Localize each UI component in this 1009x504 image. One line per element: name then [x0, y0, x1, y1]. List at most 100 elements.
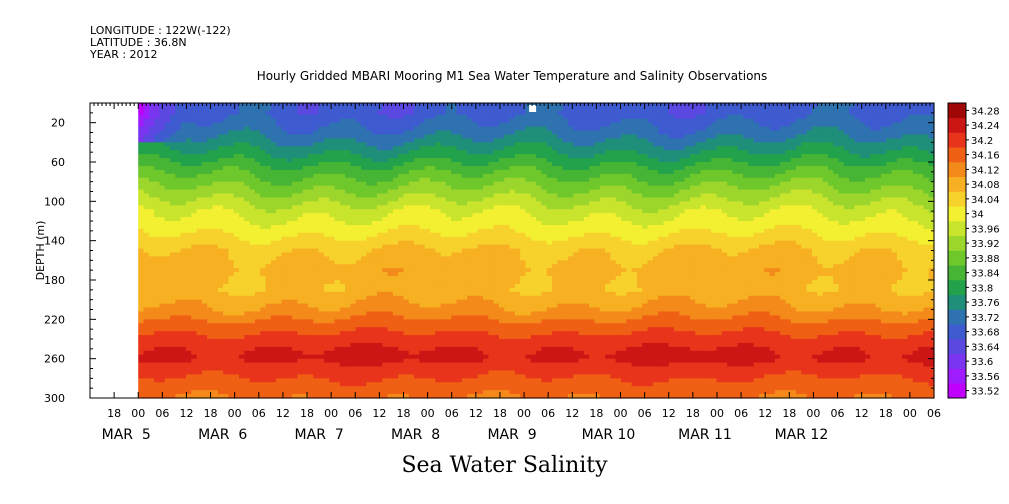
salinity-cell — [408, 291, 415, 297]
salinity-cell — [297, 189, 304, 195]
salinity-cell — [170, 122, 176, 128]
salinity-cell — [249, 209, 256, 214]
salinity-cell — [376, 103, 383, 108]
salinity-cell — [212, 319, 219, 324]
salinity-cell — [228, 221, 235, 226]
salinity-cell — [228, 236, 235, 242]
salinity-cell — [217, 114, 224, 120]
salinity-cell — [339, 205, 346, 210]
salinity-cell — [196, 217, 203, 222]
salinity-cell — [440, 232, 447, 238]
salinity-cell — [472, 162, 479, 167]
salinity-cell — [276, 339, 283, 344]
salinity-cell — [196, 295, 203, 301]
salinity-cell — [239, 224, 245, 230]
salinity-cell — [143, 130, 150, 136]
salinity-cell — [424, 158, 431, 163]
salinity-cell — [371, 146, 378, 151]
salinity-cell — [270, 150, 277, 155]
salinity-cell — [472, 260, 479, 265]
salinity-cell — [276, 342, 283, 348]
salinity-cell — [451, 394, 458, 399]
salinity-cell — [329, 264, 336, 269]
salinity-cell — [371, 142, 378, 147]
salinity-cell — [164, 209, 171, 214]
salinity-cell — [382, 350, 389, 356]
salinity-cell — [472, 272, 479, 277]
salinity-cell — [318, 394, 325, 399]
salinity-cell — [430, 350, 436, 356]
salinity-cell — [414, 138, 421, 143]
salinity-cell — [233, 106, 240, 112]
salinity-cell — [233, 252, 240, 257]
salinity-cell — [223, 264, 230, 269]
salinity-cell — [207, 299, 214, 305]
salinity-cell — [483, 307, 489, 313]
salinity-cell — [260, 287, 267, 293]
salinity-cell — [292, 252, 298, 257]
salinity-cell — [408, 295, 415, 301]
salinity-cell — [143, 106, 150, 112]
salinity-cell — [313, 311, 320, 316]
salinity-cell — [297, 354, 304, 360]
salinity-cell — [270, 331, 277, 336]
salinity-cell — [302, 315, 309, 320]
salinity-cell — [376, 295, 383, 301]
salinity-cell — [477, 303, 484, 309]
salinity-cell — [175, 224, 182, 230]
salinity-cell — [270, 295, 277, 301]
salinity-cell — [212, 374, 219, 379]
salinity-cell — [196, 358, 203, 364]
salinity-cell — [345, 323, 352, 328]
salinity-cell — [260, 150, 267, 155]
salinity-cell — [477, 177, 484, 183]
salinity-cell — [318, 205, 325, 210]
salinity-cell — [339, 173, 346, 179]
salinity-cell — [228, 342, 235, 348]
salinity-cell — [355, 146, 362, 151]
salinity-cell — [392, 213, 399, 218]
salinity-cell — [398, 291, 405, 297]
salinity-cell — [143, 327, 150, 332]
salinity-cell — [138, 118, 145, 124]
salinity-cell — [361, 394, 367, 399]
salinity-cell — [329, 346, 336, 352]
salinity-cell — [345, 209, 352, 214]
salinity-cell — [472, 276, 479, 281]
salinity-cell — [488, 138, 495, 143]
salinity-cell — [408, 268, 415, 273]
salinity-cell — [345, 272, 352, 277]
salinity-cell — [138, 256, 145, 261]
salinity-cell — [307, 150, 314, 155]
salinity-cell — [159, 299, 166, 305]
salinity-cell — [430, 201, 436, 206]
salinity-cell — [138, 138, 145, 143]
salinity-cell — [408, 276, 415, 281]
salinity-cell — [403, 346, 410, 352]
salinity-cell — [318, 346, 325, 352]
salinity-cell — [313, 323, 320, 328]
salinity-cell — [270, 169, 277, 175]
salinity-cell — [302, 240, 309, 246]
salinity-cell — [191, 370, 198, 375]
salinity-cell — [233, 272, 240, 277]
salinity-cell — [334, 154, 341, 159]
salinity-cell — [239, 358, 245, 364]
salinity-cell — [345, 394, 352, 399]
salinity-cell — [467, 224, 474, 230]
salinity-cell — [276, 295, 283, 301]
salinity-cell — [403, 224, 410, 230]
salinity-cell — [477, 158, 484, 163]
salinity-cell — [212, 354, 219, 360]
salinity-cell — [461, 268, 468, 273]
salinity-cell — [366, 177, 373, 183]
salinity-cell — [477, 350, 484, 356]
salinity-cell — [185, 126, 192, 132]
salinity-cell — [148, 189, 155, 195]
salinity-cell — [488, 106, 495, 112]
salinity-cell — [488, 177, 495, 183]
salinity-cell — [323, 394, 330, 399]
salinity-cell — [233, 103, 240, 108]
salinity-cell — [376, 260, 383, 265]
salinity-cell — [254, 311, 261, 316]
